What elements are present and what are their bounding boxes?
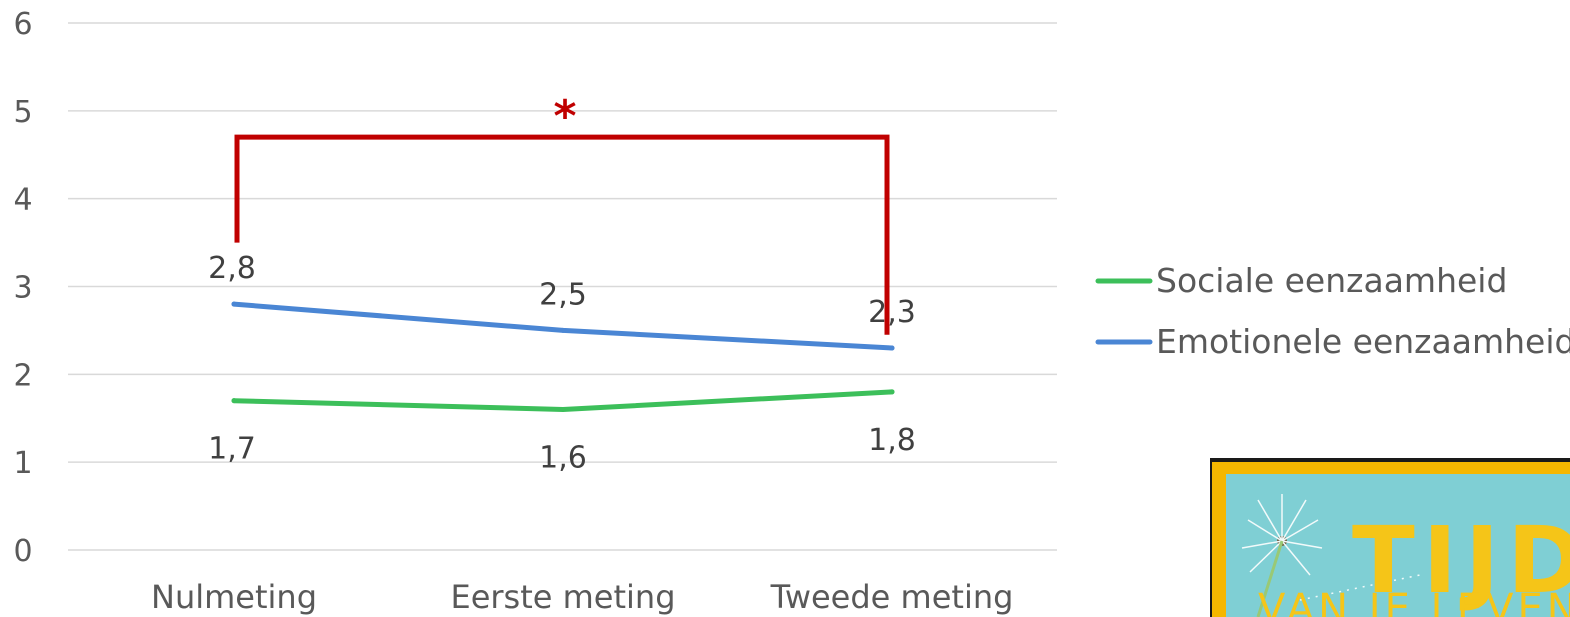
legend: Sociale eenzaamheid Emotionele eenzaamhei…	[1095, 261, 1570, 361]
gridlines	[68, 22, 1057, 551]
data-point	[560, 327, 566, 333]
y-tick-label: 1	[13, 446, 32, 481]
y-tick-label: 0	[13, 534, 32, 569]
y-tick-label: 5	[13, 95, 32, 130]
logo-subtitle: VAN JE LEVEN	[1258, 586, 1570, 617]
series-lines	[231, 301, 895, 412]
data-point	[231, 301, 237, 307]
data-point	[560, 406, 566, 412]
series-line-sociale	[231, 389, 895, 412]
y-axis-ticks: 0 1 2 3 4 5 6	[13, 7, 32, 569]
y-tick-label: 6	[13, 7, 32, 42]
y-tick-label: 2	[13, 358, 32, 393]
legend-label: Emotionele eenzaamheid	[1156, 322, 1570, 361]
y-tick-label: 4	[13, 183, 32, 218]
x-tick-label: Nulmeting	[151, 578, 317, 616]
x-tick-label: Eerste meting	[450, 578, 675, 616]
data-point	[889, 345, 895, 351]
logo-title: TIJD	[1352, 507, 1570, 614]
x-tick-label: Tweede meting	[770, 578, 1014, 616]
data-label: 1,6	[539, 440, 587, 475]
logo-image: TIJD VAN JE LEVEN	[1210, 458, 1570, 617]
dandelion-icon	[1241, 494, 1421, 617]
data-point	[231, 398, 237, 404]
significance-star: *	[553, 91, 576, 142]
data-label: 2,5	[539, 277, 587, 312]
data-label: 1,8	[868, 423, 916, 458]
data-labels: 1,7 1,6 1,8 2,8 2,5 2,3	[208, 251, 916, 475]
y-tick-label: 3	[13, 271, 32, 306]
significance-bracket: *	[234, 91, 890, 335]
data-label: 2,8	[208, 251, 256, 286]
data-label: 2,3	[868, 295, 916, 330]
legend-label: Sociale eenzaamheid	[1156, 261, 1507, 300]
significance-bracket-line	[234, 134, 890, 335]
x-axis-ticks: Nulmeting Eerste meting Tweede meting	[151, 578, 1013, 616]
data-label: 1,7	[208, 432, 256, 467]
data-point	[889, 389, 895, 395]
